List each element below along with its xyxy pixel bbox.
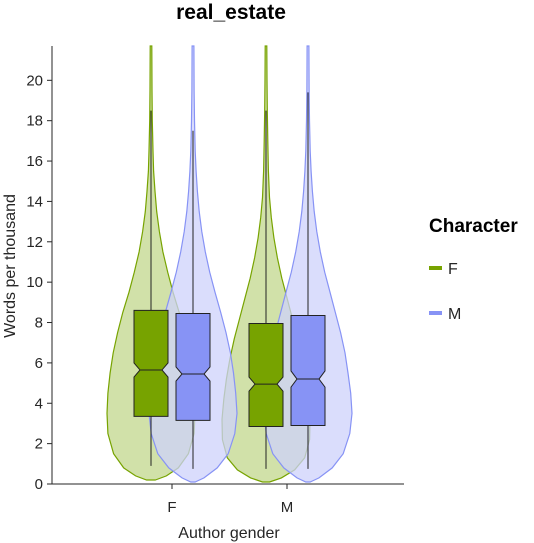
y-tick-label: 10 bbox=[26, 274, 43, 291]
y-tick-label: 0 bbox=[35, 476, 43, 493]
chart-title: real_estate bbox=[176, 1, 286, 24]
legend-label-f: F bbox=[448, 261, 458, 278]
y-ticks: 0 2 4 6 8 10 12 14 16 18 20 bbox=[26, 72, 52, 493]
y-tick-label: 6 bbox=[35, 355, 43, 372]
y-tick-label: 8 bbox=[35, 315, 43, 332]
y-tick-label: 12 bbox=[26, 234, 43, 251]
legend-title: Character bbox=[429, 216, 518, 237]
y-tick-label: 20 bbox=[26, 72, 43, 89]
box-f-m bbox=[248, 323, 284, 427]
y-tick-label: 18 bbox=[26, 113, 43, 130]
y-axis-label: Words per thousand bbox=[2, 194, 19, 338]
legend-label-m: M bbox=[448, 306, 461, 323]
y-tick-label: 2 bbox=[35, 436, 43, 453]
y-tick-label: 4 bbox=[35, 395, 43, 412]
y-tick-label: 16 bbox=[26, 153, 43, 170]
y-tick-label: 14 bbox=[26, 193, 43, 210]
legend: Character FM bbox=[429, 216, 518, 323]
x-axis-label: Author gender bbox=[178, 525, 280, 542]
x-tick-label: F bbox=[167, 499, 176, 516]
box-f-f bbox=[133, 309, 169, 417]
plot-area bbox=[106, 45, 353, 483]
x-tick-label: M bbox=[281, 499, 294, 516]
legend-entries: FM bbox=[429, 261, 461, 323]
box-m-m bbox=[290, 314, 326, 426]
box-m-f bbox=[175, 312, 211, 421]
